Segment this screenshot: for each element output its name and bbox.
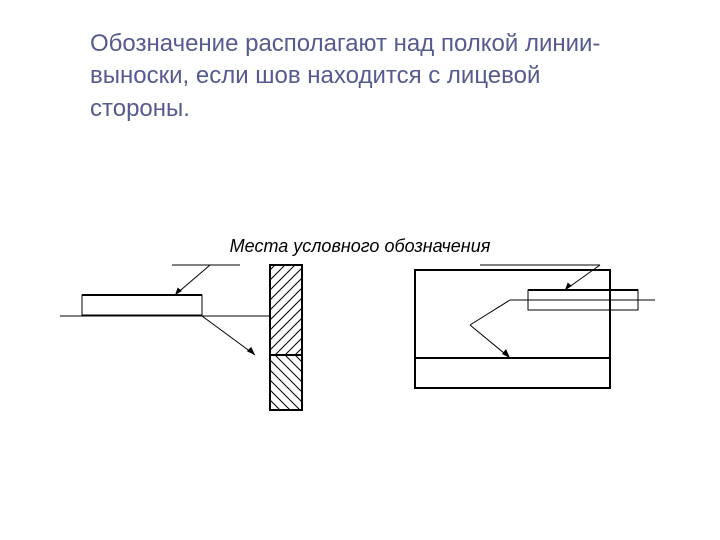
heading-text: Обозначение располагают над полкой линии… <box>90 28 630 125</box>
slide: Обозначение располагают над полкой линии… <box>0 0 720 540</box>
weld-diagram <box>60 220 660 440</box>
